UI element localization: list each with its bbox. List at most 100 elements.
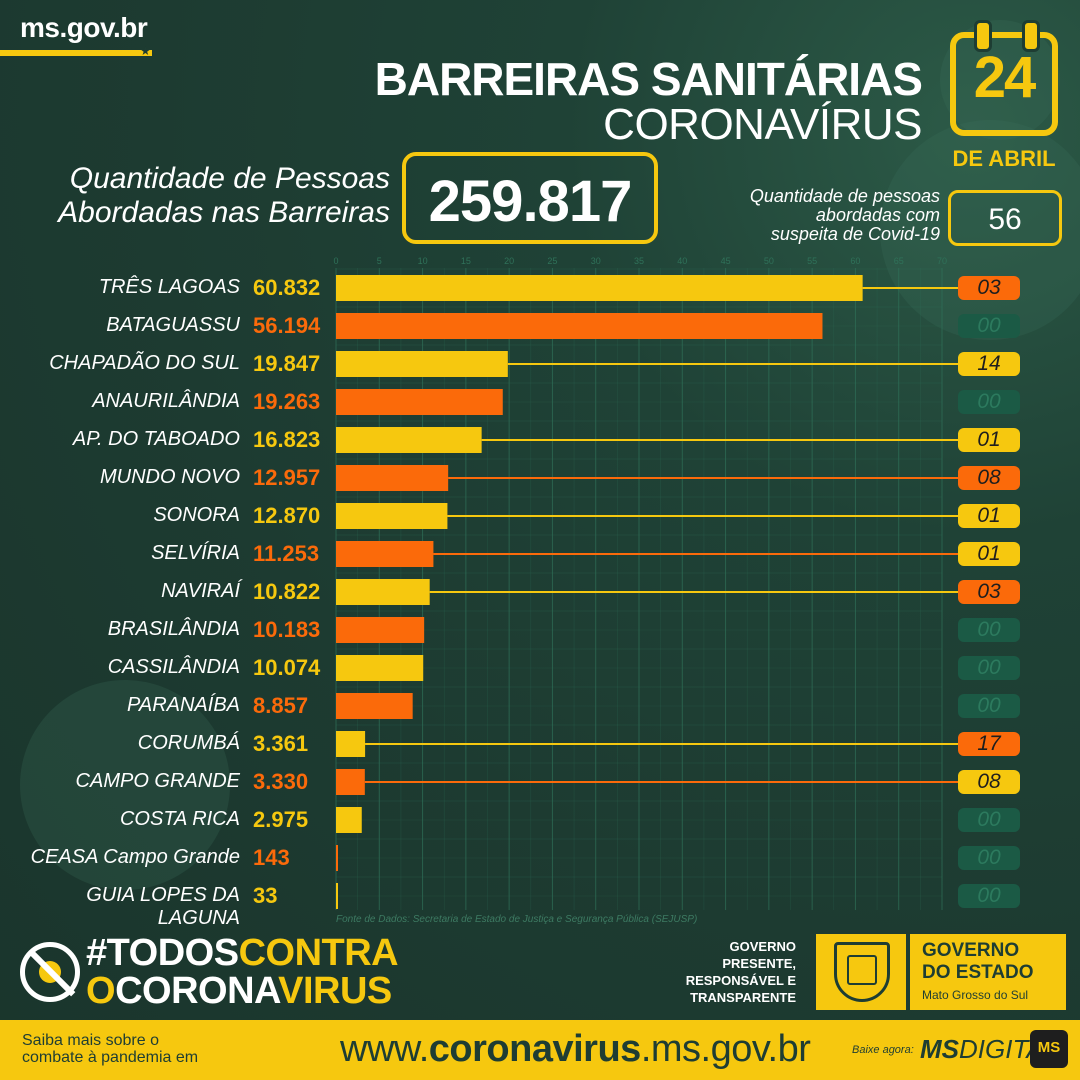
row-label: ANAURILÂNDIA bbox=[92, 390, 240, 412]
hashtag-line-1: #TODOSCONTRA bbox=[86, 932, 399, 974]
suspect-badge: 00 bbox=[958, 694, 1020, 718]
star-icon: ★ bbox=[140, 44, 151, 58]
row-value: 16.823 bbox=[253, 427, 321, 452]
url-part: .ms.gov.br bbox=[640, 1028, 811, 1070]
data-bar bbox=[336, 465, 449, 491]
hashtag-part: O bbox=[86, 970, 116, 1012]
row-label: NAVIRAÍ bbox=[161, 580, 240, 602]
prohibited-slash bbox=[28, 949, 76, 997]
row-label: COSTA RICA bbox=[119, 808, 240, 830]
row-label: AP. DO TABOADO bbox=[72, 428, 240, 450]
calendar-ring bbox=[1022, 20, 1040, 52]
state-crest-icon bbox=[834, 942, 890, 1002]
x-tick-label: 5 bbox=[377, 256, 382, 266]
date-day: 24 bbox=[973, 45, 1037, 110]
data-bar bbox=[336, 807, 362, 833]
suspect-badge: 14 bbox=[958, 352, 1020, 376]
suspect-badge: 00 bbox=[958, 656, 1020, 680]
suspect-badge: 01 bbox=[958, 542, 1020, 566]
data-bar bbox=[336, 731, 366, 757]
suspect-badge: 00 bbox=[958, 884, 1020, 908]
suspect-label: Quantidade de pessoas abordadas com susp… bbox=[700, 187, 940, 244]
x-tick-label: 35 bbox=[634, 256, 644, 266]
row-label: TRÊS LAGOAS bbox=[98, 276, 240, 298]
data-bar bbox=[336, 693, 413, 719]
row-label: SONORA bbox=[153, 504, 240, 526]
gov-divider bbox=[906, 934, 910, 1010]
data-bar bbox=[336, 883, 338, 909]
row-label: MUNDO NOVO bbox=[100, 466, 240, 488]
site-badge[interactable]: ms.gov.br ★ bbox=[0, 0, 152, 58]
download-label: Baixe agora: bbox=[852, 1044, 914, 1056]
gov-slogan-line: GOVERNO bbox=[729, 939, 796, 954]
row-value: 60.832 bbox=[253, 275, 321, 300]
row-label: CEASA Campo Grande bbox=[30, 846, 240, 868]
suspect-label-line: Quantidade de pessoas bbox=[749, 186, 940, 206]
x-tick-label: 40 bbox=[677, 256, 687, 266]
row-label: CHAPADÃO DO SUL bbox=[49, 352, 240, 374]
row-value: 3.330 bbox=[253, 769, 309, 794]
x-tick-label: 45 bbox=[721, 256, 731, 266]
x-tick-label: 15 bbox=[461, 256, 471, 266]
row-label: BRASILÂNDIA bbox=[107, 618, 240, 640]
row-label: CASSILÂNDIA bbox=[107, 656, 240, 678]
suspect-box: 56 bbox=[948, 190, 1062, 246]
x-tick-label: 10 bbox=[418, 256, 428, 266]
crest-shield bbox=[847, 955, 877, 985]
total-box: 259.817 bbox=[402, 152, 658, 244]
data-bar bbox=[336, 389, 503, 415]
x-tick-label: 60 bbox=[850, 256, 860, 266]
suspect-badge: 00 bbox=[958, 618, 1020, 642]
gov-slogan-line: TRANSPARENTE bbox=[690, 990, 796, 1005]
x-tick-label: 70 bbox=[937, 256, 947, 266]
date-month: DE ABRIL bbox=[952, 146, 1056, 171]
no-virus-icon bbox=[20, 942, 80, 1002]
total-value: 259.817 bbox=[428, 169, 633, 234]
row-value: 3.361 bbox=[253, 731, 309, 756]
calendar-ring bbox=[974, 20, 992, 52]
x-tick-label: 0 bbox=[333, 256, 338, 266]
total-label: Quantidade de Pessoas Abordadas nas Barr… bbox=[30, 162, 390, 230]
gov-slogan: GOVERNO PRESENTE, RESPONSÁVEL E TRANSPAR… bbox=[640, 938, 796, 1006]
site-underline bbox=[0, 50, 152, 56]
hashtag-part: #TODOS bbox=[86, 932, 239, 974]
app-icon-text: MS bbox=[1037, 1039, 1061, 1056]
site-name[interactable]: ms.gov.br bbox=[20, 12, 148, 43]
data-bar bbox=[336, 313, 823, 339]
suspect-badge: 03 bbox=[958, 276, 1020, 300]
ms-app-icon[interactable]: MS bbox=[1030, 1030, 1068, 1068]
calendar-icon: 24 bbox=[950, 20, 1058, 136]
suspect-badge: 08 bbox=[958, 466, 1020, 490]
footer-info: Saiba mais sobre o combate à pandemia em bbox=[22, 1032, 198, 1066]
virus-decoration bbox=[880, 120, 1080, 340]
x-tick-label: 30 bbox=[591, 256, 601, 266]
suspect-badge: 03 bbox=[958, 580, 1020, 604]
row-value: 19.847 bbox=[253, 351, 321, 376]
footer-info-line: combate à pandemia em bbox=[22, 1049, 199, 1066]
row-value: 10.183 bbox=[253, 617, 321, 642]
suspect-badge: 17 bbox=[958, 732, 1020, 756]
row-value: 10.074 bbox=[253, 655, 321, 680]
footer: Saiba mais sobre o combate à pandemia em… bbox=[0, 1020, 1080, 1080]
row-value: 2.975 bbox=[253, 807, 309, 832]
data-bar bbox=[336, 541, 434, 567]
hashtag-part: CONTRA bbox=[238, 932, 399, 974]
suspect-badge: 00 bbox=[958, 390, 1020, 414]
page-title: BARREIRAS SANITÁRIAS bbox=[374, 53, 923, 105]
row-value: 143 bbox=[253, 845, 290, 870]
row-label: BATAGUASSU bbox=[106, 314, 240, 336]
data-bar bbox=[336, 845, 338, 871]
hashtag-part: VIRUS bbox=[278, 970, 392, 1012]
virus-decoration bbox=[20, 680, 230, 890]
data-bar bbox=[336, 769, 365, 795]
footer-url-link[interactable]: www.coronavirus.ms.gov.br bbox=[340, 1028, 811, 1071]
row-value: 8.857 bbox=[253, 693, 309, 718]
x-tick-label: 25 bbox=[547, 256, 557, 266]
data-bar bbox=[336, 275, 863, 301]
row-value: 12.957 bbox=[253, 465, 321, 490]
total-label-line: Abordadas nas Barreiras bbox=[58, 196, 390, 229]
hashtag-line-2: OCORONAVIRUS bbox=[86, 972, 398, 1010]
x-tick-label: 55 bbox=[807, 256, 817, 266]
suspect-label-line: suspeita de Covid-19 bbox=[770, 224, 940, 244]
